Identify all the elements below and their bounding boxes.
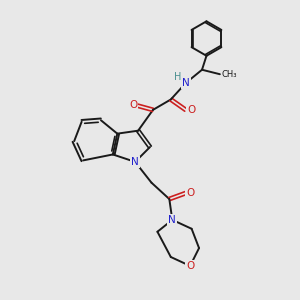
Text: O: O (129, 100, 137, 110)
Text: H: H (174, 72, 181, 82)
Text: N: N (131, 157, 139, 167)
Text: O: O (186, 261, 194, 271)
Text: N: N (168, 215, 176, 225)
Text: O: O (186, 188, 194, 198)
Text: N: N (182, 78, 190, 88)
Text: CH₃: CH₃ (221, 70, 237, 79)
Text: O: O (187, 105, 195, 115)
